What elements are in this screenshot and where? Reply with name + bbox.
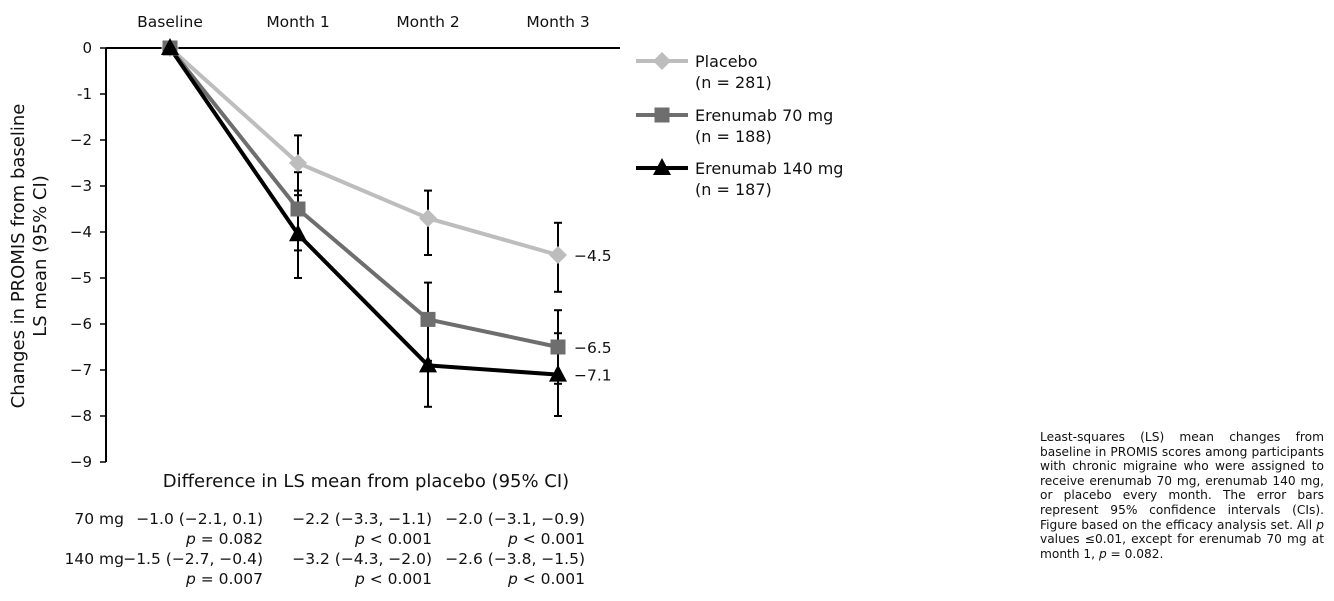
series-markers	[161, 38, 567, 382]
caption-p-symbol-2: p	[1098, 546, 1107, 561]
p-symbol: p	[507, 530, 518, 548]
difference-estimate: −2.2 (−3.3, −1.1)	[292, 510, 432, 528]
p-symbol: p	[354, 570, 365, 588]
y-tick-label: −5	[70, 269, 92, 287]
series-2-point	[550, 339, 566, 355]
series-1-point	[419, 209, 437, 228]
difference-estimate: −1.5 (−2.7, −0.4)	[123, 550, 263, 568]
y-tick-label: −8	[70, 407, 92, 425]
axes: 0 -1 −2 −3 −4 −5 −6 −7 −8 −9 Baseline Month 1 Month …	[70, 13, 620, 471]
y-tick-label: −4	[70, 223, 92, 241]
difference-table: Difference in LS mean from placebo (95% …	[65, 471, 585, 588]
series-2-point	[420, 311, 436, 327]
caption-part1: Least-squares (LS) mean changes from bas…	[1040, 430, 1324, 532]
p-value: p < 0.001	[354, 530, 432, 548]
x-category-label: Month 1	[266, 13, 329, 31]
series-line-3	[168, 46, 559, 377]
p-value: p = 0.007	[185, 570, 263, 588]
end-value-label: −6.5	[574, 339, 612, 357]
p-value-text: = 0.007	[196, 570, 263, 588]
p-value: p < 0.001	[354, 570, 432, 588]
series-3-point	[161, 38, 179, 55]
p-value: p = 0.082	[185, 530, 263, 548]
legend-marker	[653, 158, 671, 175]
figure-caption: Least-squares (LS) mean changes from bas…	[1040, 430, 1324, 561]
end-value-label: −7.1	[574, 367, 612, 385]
series-1-point	[289, 154, 307, 172]
series-2-point	[290, 201, 306, 217]
legend-n: (n = 188)	[695, 127, 772, 146]
chart-labels: Changes in PROMIS from baseline LS mean (…	[8, 104, 612, 409]
series-3-point	[419, 355, 437, 373]
y-tick-label: −7	[70, 361, 92, 379]
legend-label: Erenumab 140 mg	[695, 159, 843, 178]
y-tick-label: −6	[70, 315, 92, 333]
y-tick-label: −2	[70, 131, 92, 149]
caption-part2: values ≤0.01, except for erenumab 70 mg …	[1040, 532, 1324, 561]
p-symbol: p	[185, 530, 196, 548]
p-value: p < 0.001	[507, 570, 585, 588]
difference-estimate: −3.2 (−4.3, −2.0)	[292, 550, 432, 568]
p-symbol: p	[507, 570, 518, 588]
legend-marker	[653, 52, 671, 70]
p-value-text: < 0.001	[518, 530, 585, 548]
difference-estimate: −2.6 (−3.8, −1.5)	[445, 550, 585, 568]
y-tick-label: −3	[70, 177, 92, 195]
p-value-text: < 0.001	[518, 570, 585, 588]
row-label: 70 mg	[74, 510, 124, 528]
y-axis-title-line2: LS mean (95% CI)	[30, 175, 51, 337]
caption-part3: = 0.082.	[1106, 546, 1164, 561]
series-1-point	[549, 246, 567, 264]
difference-estimate: −1.0 (−2.1, 0.1)	[136, 510, 263, 528]
legend-n: (n = 281)	[695, 73, 772, 92]
p-value-text: < 0.001	[365, 570, 432, 588]
row-label: 140 mg	[65, 550, 124, 568]
series-3-point	[289, 224, 307, 242]
series-line-1	[168, 46, 559, 257]
legend-n: (n = 187)	[695, 180, 772, 199]
x-category-label: Baseline	[137, 13, 203, 31]
x-category-label: Month 2	[396, 13, 459, 31]
legend: Placebo (n = 281) Erenumab 70 mg (n = 188) E…	[636, 52, 843, 199]
y-tick-label: −9	[70, 453, 92, 471]
difference-estimate: −2.0 (−3.1, −0.9)	[445, 510, 585, 528]
y-axis-title-line1: Changes in PROMIS from baseline	[8, 104, 29, 409]
y-tick-label: 0	[82, 39, 92, 57]
caption-p-symbol-1: p	[1316, 517, 1324, 532]
legend-label: Erenumab 70 mg	[695, 106, 833, 125]
p-value-text: = 0.082	[196, 530, 263, 548]
p-symbol: p	[354, 530, 365, 548]
difference-table-title: Difference in LS mean from placebo (95% …	[163, 471, 569, 492]
y-tick-label: -1	[77, 85, 92, 103]
p-symbol: p	[185, 570, 196, 588]
x-category-label: Month 3	[526, 13, 589, 31]
series-3-point	[549, 364, 567, 382]
legend-label: Placebo	[695, 52, 757, 71]
end-value-label: −4.5	[574, 247, 612, 265]
p-value: p < 0.001	[507, 530, 585, 548]
series-line-2	[168, 46, 559, 349]
legend-marker	[654, 107, 670, 123]
p-value-text: < 0.001	[365, 530, 432, 548]
series-lines	[168, 46, 559, 377]
